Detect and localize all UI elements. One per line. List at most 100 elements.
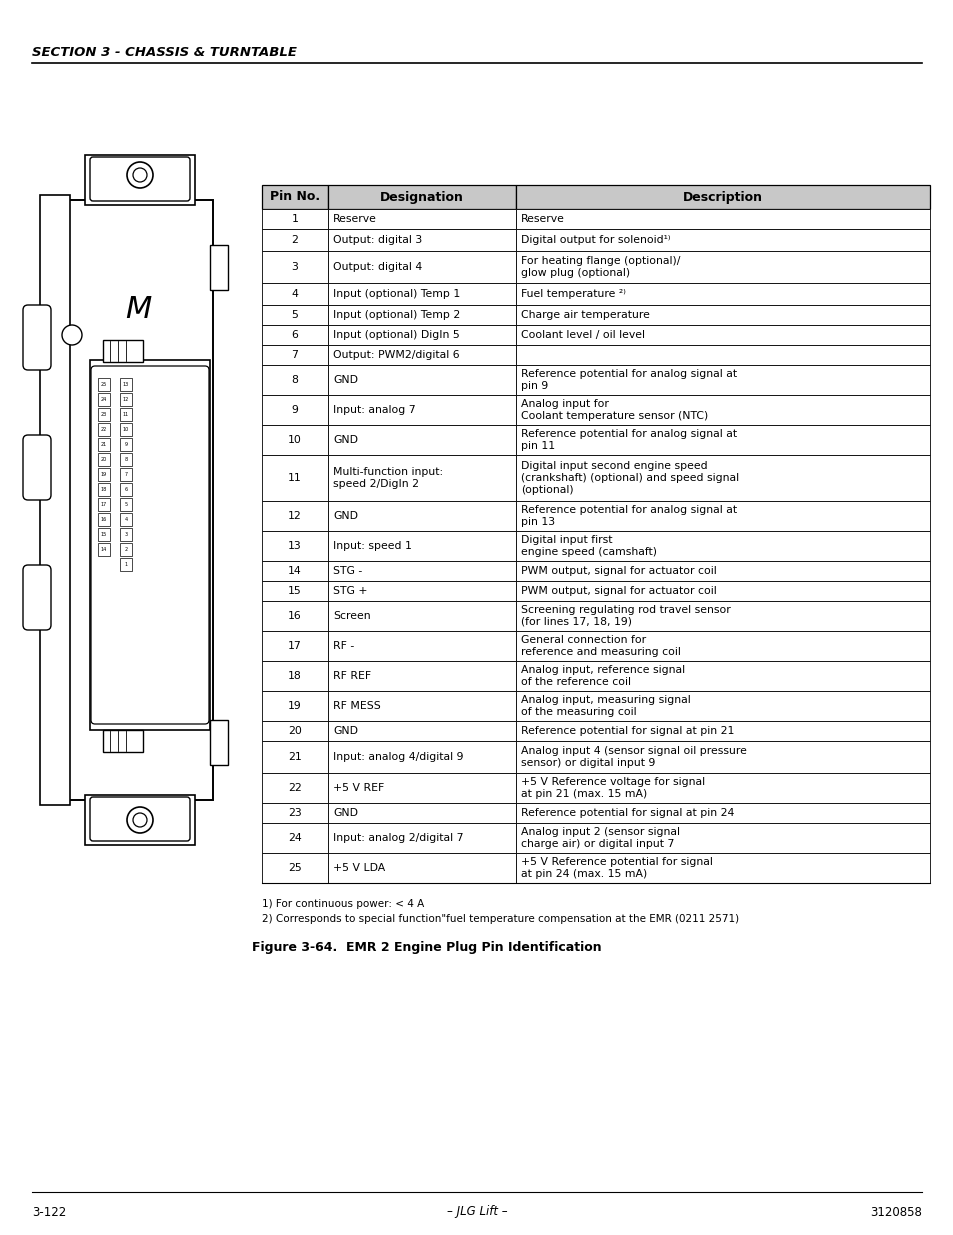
- Bar: [98, 453, 110, 466]
- Bar: [210, 245, 228, 290]
- Bar: [328, 283, 516, 305]
- Text: Reserve: Reserve: [333, 214, 376, 224]
- Bar: [120, 378, 132, 391]
- Bar: [120, 543, 132, 556]
- Bar: [262, 631, 328, 661]
- Bar: [328, 228, 516, 251]
- Text: Analog input for
Coolant temperature sensor (NTC): Analog input for Coolant temperature sen…: [520, 399, 707, 421]
- Text: 3: 3: [292, 262, 298, 272]
- Text: Charge air temperature: Charge air temperature: [520, 310, 649, 320]
- Text: Screen: Screen: [333, 611, 370, 621]
- Text: 16: 16: [288, 611, 301, 621]
- Text: Input (optional) Temp 2: Input (optional) Temp 2: [333, 310, 459, 320]
- Text: 13: 13: [123, 382, 129, 387]
- Bar: [262, 228, 328, 251]
- Text: 8: 8: [292, 375, 298, 385]
- Text: 2: 2: [292, 235, 298, 245]
- Bar: [516, 692, 929, 721]
- Bar: [328, 773, 516, 803]
- Text: Digital input second engine speed
(crankshaft) (optional) and speed signal
(opti: Digital input second engine speed (crank…: [520, 461, 739, 495]
- Text: 3120858: 3120858: [869, 1205, 921, 1219]
- Bar: [262, 283, 328, 305]
- Text: 3: 3: [124, 532, 128, 537]
- Bar: [328, 454, 516, 501]
- Bar: [210, 720, 228, 764]
- Text: 8: 8: [124, 457, 128, 462]
- Bar: [98, 393, 110, 406]
- Bar: [328, 209, 516, 228]
- Bar: [516, 345, 929, 366]
- Bar: [516, 395, 929, 425]
- FancyBboxPatch shape: [23, 564, 51, 630]
- Text: +5 V REF: +5 V REF: [333, 783, 384, 793]
- Bar: [516, 209, 929, 228]
- Text: 9: 9: [125, 442, 128, 447]
- Text: 14: 14: [101, 547, 107, 552]
- Bar: [262, 853, 328, 883]
- Text: Analog input 2 (sensor signal
charge air) or digital input 7: Analog input 2 (sensor signal charge air…: [520, 827, 679, 848]
- Text: 6: 6: [124, 487, 128, 492]
- Text: 21: 21: [101, 442, 107, 447]
- Bar: [262, 692, 328, 721]
- Text: 4: 4: [124, 517, 128, 522]
- Text: STG -: STG -: [333, 566, 362, 576]
- Bar: [516, 251, 929, 283]
- Bar: [516, 741, 929, 773]
- Bar: [328, 721, 516, 741]
- Text: 20: 20: [101, 457, 107, 462]
- Text: 23: 23: [101, 412, 107, 417]
- Bar: [120, 438, 132, 451]
- Text: 7: 7: [292, 350, 298, 359]
- Bar: [98, 438, 110, 451]
- Text: Analog input, measuring signal
of the measuring coil: Analog input, measuring signal of the me…: [520, 695, 690, 718]
- Text: 5: 5: [124, 501, 128, 508]
- Bar: [328, 185, 516, 209]
- Bar: [85, 795, 194, 845]
- Bar: [262, 721, 328, 741]
- Bar: [98, 424, 110, 436]
- Text: General connection for
reference and measuring coil: General connection for reference and mea…: [520, 635, 680, 657]
- Text: RF MESS: RF MESS: [333, 701, 380, 711]
- Bar: [262, 454, 328, 501]
- Bar: [103, 730, 143, 752]
- Bar: [120, 468, 132, 480]
- Bar: [516, 721, 929, 741]
- Text: M: M: [125, 295, 151, 325]
- Bar: [262, 185, 328, 209]
- Text: 10: 10: [123, 427, 129, 432]
- Bar: [262, 395, 328, 425]
- Bar: [328, 531, 516, 561]
- Text: 5: 5: [292, 310, 298, 320]
- Text: GND: GND: [333, 511, 357, 521]
- Text: 11: 11: [123, 412, 129, 417]
- Text: 24: 24: [101, 396, 107, 403]
- Text: Input (optional) Temp 1: Input (optional) Temp 1: [333, 289, 459, 299]
- Text: GND: GND: [333, 375, 357, 385]
- Bar: [516, 305, 929, 325]
- Text: 11: 11: [288, 473, 301, 483]
- Bar: [98, 543, 110, 556]
- Text: 2) Corresponds to special function"fuel temperature compensation at the EMR (021: 2) Corresponds to special function"fuel …: [262, 914, 739, 924]
- FancyBboxPatch shape: [23, 305, 51, 370]
- Bar: [328, 395, 516, 425]
- Bar: [262, 425, 328, 454]
- Bar: [328, 366, 516, 395]
- Text: 12: 12: [288, 511, 301, 521]
- Text: PWM output, signal for actuator coil: PWM output, signal for actuator coil: [520, 566, 716, 576]
- Bar: [262, 803, 328, 823]
- Bar: [85, 156, 194, 205]
- Bar: [262, 561, 328, 580]
- Bar: [328, 631, 516, 661]
- Text: Analog input, reference signal
of the reference coil: Analog input, reference signal of the re…: [520, 664, 684, 687]
- Bar: [516, 803, 929, 823]
- Circle shape: [62, 325, 82, 345]
- Text: Multi-function input:
speed 2/DigIn 2: Multi-function input: speed 2/DigIn 2: [333, 467, 442, 489]
- Text: Input (optional) DigIn 5: Input (optional) DigIn 5: [333, 330, 459, 340]
- Bar: [262, 366, 328, 395]
- Bar: [328, 853, 516, 883]
- Text: Screening regulating rod travel sensor
(for lines 17, 18, 19): Screening regulating rod travel sensor (…: [520, 605, 730, 627]
- Bar: [120, 513, 132, 526]
- Text: Reference potential for signal at pin 21: Reference potential for signal at pin 21: [520, 726, 734, 736]
- Bar: [516, 501, 929, 531]
- Text: Input: analog 7: Input: analog 7: [333, 405, 416, 415]
